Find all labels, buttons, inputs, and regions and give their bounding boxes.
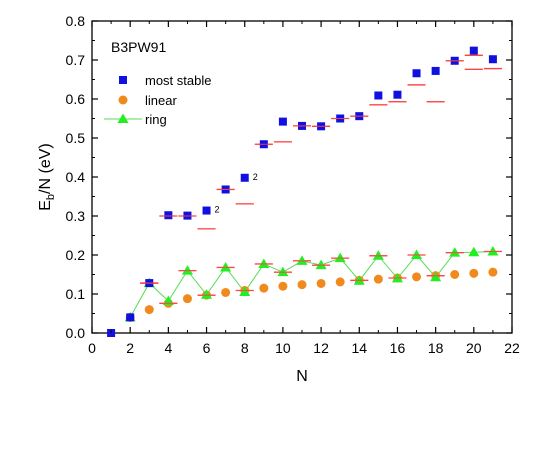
ring-point xyxy=(258,258,270,268)
linear-point xyxy=(450,270,460,279)
x-tick-label: 2 xyxy=(126,340,134,356)
ring-point xyxy=(220,261,232,272)
ring-point xyxy=(487,245,499,256)
legend-linear-marker xyxy=(118,95,128,105)
y-tick-label: 0.0 xyxy=(66,325,86,341)
legend: most stable linear ring xyxy=(104,73,211,127)
ring-series-line xyxy=(129,250,493,318)
most-stable-point xyxy=(488,55,497,64)
y-tick-label: 0.1 xyxy=(66,286,86,302)
most-stable-point xyxy=(202,206,211,215)
most-stable-point xyxy=(126,313,135,322)
y-axis-title-rest: /N (eV) xyxy=(37,143,54,194)
y-tick-label: 0.7 xyxy=(66,52,86,68)
ring-point xyxy=(334,252,346,263)
most-stable-point xyxy=(412,69,421,78)
linear-point xyxy=(335,277,345,287)
ring-point xyxy=(411,249,423,259)
ring-point xyxy=(162,295,174,306)
x-tick-label: 16 xyxy=(390,340,406,356)
point-annotation: 2 xyxy=(215,205,220,215)
x-tick-label: 14 xyxy=(351,340,367,356)
x-tick-label: 6 xyxy=(203,340,211,356)
legend-ring-marker xyxy=(117,113,129,123)
linear-point xyxy=(259,283,269,293)
legend-most-stable-label: most stable xyxy=(145,73,211,88)
linear-point xyxy=(373,274,383,284)
linear-point xyxy=(297,280,307,290)
linear-point xyxy=(412,272,422,282)
ring-point xyxy=(277,266,289,277)
x-tick-label: 8 xyxy=(241,340,249,356)
ring-point xyxy=(315,259,327,270)
most-stable-point xyxy=(278,117,287,126)
ring-point xyxy=(201,289,213,299)
linear-point xyxy=(182,294,192,304)
y-axis-title-sub: b xyxy=(45,194,57,200)
ring-point xyxy=(296,255,308,265)
method-label: B3PW91 xyxy=(111,39,166,55)
x-tick-label: 20 xyxy=(466,340,482,356)
ring-line-layer xyxy=(129,250,493,318)
linear-point xyxy=(488,267,498,277)
y-tick-label: 0.6 xyxy=(66,91,86,107)
linear-point xyxy=(221,287,231,297)
ring-point xyxy=(468,246,480,257)
x-axis-title: N xyxy=(296,368,308,385)
linear-point xyxy=(316,278,326,288)
y-axis-title-main: E xyxy=(37,200,54,211)
x-tick-label: 4 xyxy=(164,340,172,356)
y-tick-label: 0.5 xyxy=(66,130,86,146)
x-tick-label: 18 xyxy=(428,340,444,356)
most-stable-point xyxy=(393,90,402,99)
ring-point xyxy=(449,247,461,257)
x-tick-label: 0 xyxy=(88,340,96,356)
y-axis-title: Eb/N (eV) xyxy=(37,143,57,210)
linear-point xyxy=(469,268,479,278)
legend-ring-label: ring xyxy=(145,112,167,127)
x-tick-label: 10 xyxy=(275,340,291,356)
x-tick-label: 22 xyxy=(504,340,520,356)
ring-point xyxy=(430,271,442,282)
y-tick-label: 0.2 xyxy=(66,247,86,263)
ring-point xyxy=(239,286,251,297)
most-stable-point xyxy=(164,211,173,220)
legend-linear-label: linear xyxy=(145,93,177,108)
most-stable-point xyxy=(469,46,478,55)
legend-most-stable-marker xyxy=(119,76,127,84)
point-annotation: 2 xyxy=(253,172,258,182)
tick-layer: 0 2 4 6 8 10 12 14 16 18 20 220.00.10.20.30.40.50.6… xyxy=(66,13,520,356)
most-stable-point xyxy=(374,91,383,100)
ring-point xyxy=(181,265,193,275)
linear-point xyxy=(144,305,154,315)
most-stable-point xyxy=(431,66,440,75)
ring-point xyxy=(372,250,384,260)
linear-point xyxy=(278,281,288,291)
marker-layer: 22 xyxy=(107,46,502,337)
y-tick-label: 0.4 xyxy=(66,169,86,185)
most-stable-point xyxy=(240,173,249,182)
x-tick-label: 12 xyxy=(313,340,329,356)
y-tick-label: 0.8 xyxy=(66,13,86,29)
y-tick-label: 0.3 xyxy=(66,208,86,224)
